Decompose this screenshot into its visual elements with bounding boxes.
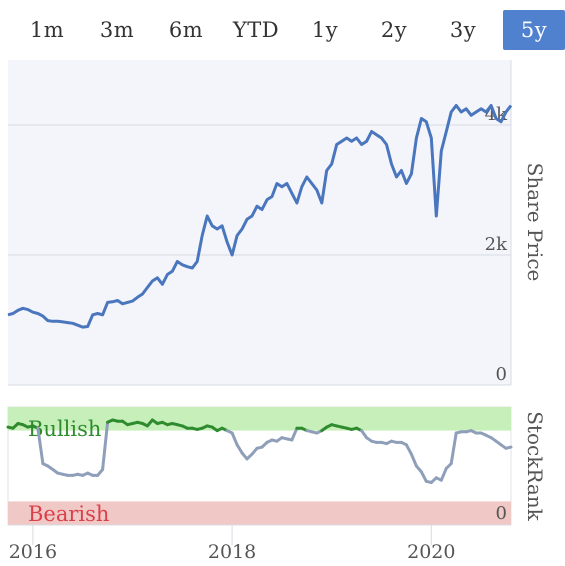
- stockrank-segment: [235, 443, 244, 455]
- price-series-line: [7, 104, 513, 329]
- stockrank-tick-label: 0: [496, 503, 507, 524]
- stockrank-segment: [439, 466, 448, 482]
- tab-5y[interactable]: 5y: [503, 10, 565, 50]
- time-range-tabs: 1m 3m 6m YTD 1y 2y 3y 5y: [0, 10, 565, 52]
- bearish-band: [8, 501, 511, 525]
- tab-1m[interactable]: 1m: [29, 18, 65, 42]
- tab-2y[interactable]: 2y: [380, 18, 408, 42]
- price-axis-title: Share Price: [523, 163, 547, 282]
- price-tick-label: 0: [496, 364, 507, 385]
- stockrank-segment: [449, 431, 458, 466]
- stockrank-segment: [419, 470, 428, 483]
- x-tick-label: 2018: [208, 541, 256, 563]
- x-tick-label: 2016: [9, 541, 57, 563]
- stockrank-segment: [404, 443, 413, 456]
- stockrank-segment: [230, 431, 239, 447]
- tab-6m[interactable]: 6m: [168, 18, 204, 42]
- bearish-label: Bearish: [28, 502, 109, 526]
- stockrank-segment: [409, 452, 418, 468]
- tab-ytd[interactable]: YTD: [232, 18, 280, 42]
- stockrank-segment: [101, 420, 110, 471]
- stockrank-segment: [290, 426, 299, 442]
- tab-1y[interactable]: 1y: [311, 18, 339, 42]
- x-tick-label: 2020: [407, 541, 455, 563]
- stockrank-segment: [36, 426, 45, 466]
- stockrank-segment: [504, 445, 513, 450]
- tab-3m[interactable]: 3m: [99, 18, 135, 42]
- price-panel: [8, 60, 511, 385]
- price-tick-label: 2k: [485, 234, 508, 255]
- stockrank-axis-title: StockRank: [523, 411, 547, 521]
- tab-3y[interactable]: 3y: [449, 18, 477, 42]
